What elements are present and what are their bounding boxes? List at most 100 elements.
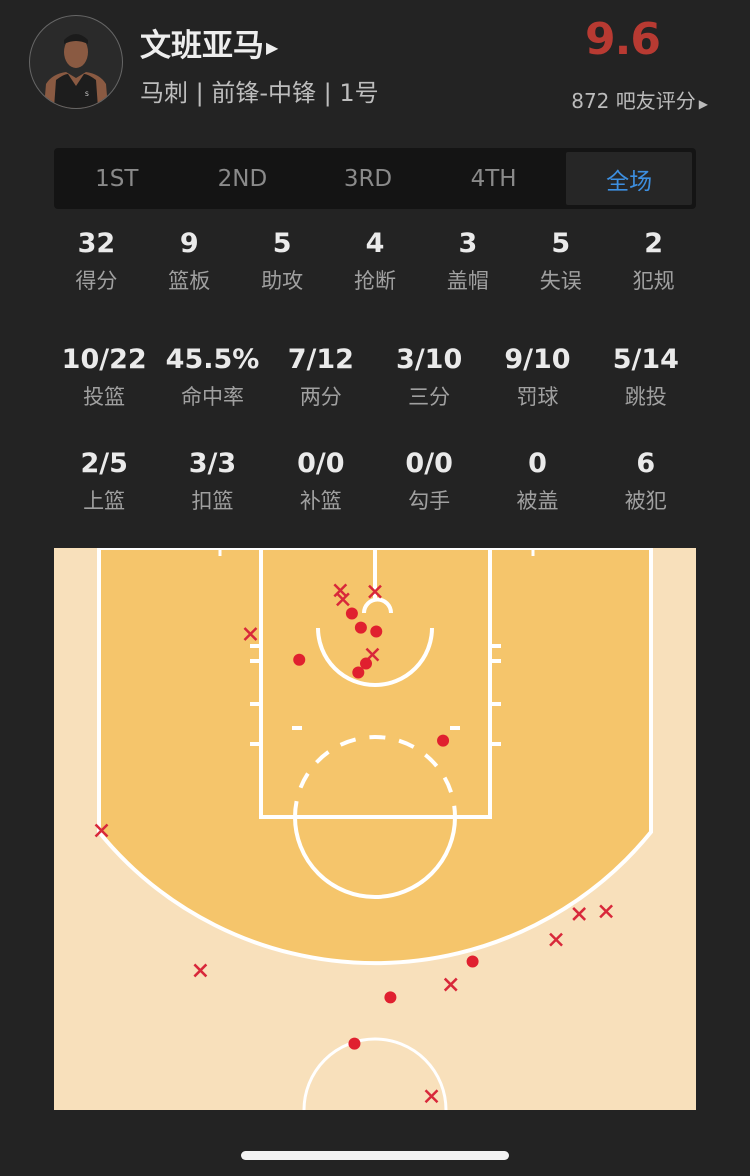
triangle-right-icon: ▶ xyxy=(698,97,708,111)
svg-text:S: S xyxy=(85,91,89,98)
missed-shot-marker xyxy=(94,823,109,838)
tab-full-game[interactable]: 全场 xyxy=(566,152,692,205)
made-shot-marker xyxy=(370,625,383,638)
missed-shot-marker xyxy=(243,627,258,641)
stat-value: 5 xyxy=(551,228,571,259)
stat-value: 5 xyxy=(272,228,292,259)
stat-cell: 3/10 三分 xyxy=(375,344,483,410)
stat-label: 失误 xyxy=(539,269,582,293)
free-throw-circle-upper xyxy=(293,735,457,818)
stat-value: 9 xyxy=(179,228,199,259)
player-headshot-icon: S xyxy=(44,34,108,108)
player-info: 马刺 | 前锋-中锋 | 1号 xyxy=(140,79,379,107)
made-shot-marker xyxy=(384,991,397,1004)
missed-shot-marker xyxy=(572,907,587,921)
stat-label: 篮板 xyxy=(168,269,211,293)
stat-label: 助攻 xyxy=(261,269,304,293)
stat-cell: 0/0 勾手 xyxy=(375,448,483,514)
stat-value: 9/10 xyxy=(504,344,571,375)
made-shot-marker xyxy=(345,607,358,620)
made-shot-marker xyxy=(348,1037,361,1050)
stats-row-shooting: 10/22 投篮 45.5% 命中率 7/12 两分 3/10 三分 9/10 罚球 5/14 跳投 xyxy=(50,344,700,410)
lane-hash-marks xyxy=(250,644,501,746)
stat-value: 0/0 xyxy=(405,448,453,479)
player-name: 文班亚马 xyxy=(140,28,264,64)
stat-value: 0/0 xyxy=(297,448,345,479)
stat-cell: 2/5 上篮 xyxy=(50,448,158,514)
stat-cell: 7/12 两分 xyxy=(267,344,375,410)
raters-count: 872 吧友评分 xyxy=(571,89,696,113)
stat-label: 投篮 xyxy=(83,385,126,409)
court-svg xyxy=(54,542,696,1111)
stat-cell: 32 得分 xyxy=(50,228,143,294)
stats-row-basic: 32 得分 9 篮板 5 助攻 4 抢断 3 盖帽 5 失误 2 犯规 xyxy=(50,228,700,294)
stat-value: 6 xyxy=(636,448,656,479)
stat-value: 4 xyxy=(365,228,385,259)
made-shot-marker xyxy=(352,666,365,679)
tab-3rd[interactable]: 3RD xyxy=(343,165,393,192)
stat-cell: 6 被犯 xyxy=(592,448,700,514)
stat-value: 5/14 xyxy=(612,344,679,375)
missed-shot-marker xyxy=(549,932,563,947)
stat-value: 2/5 xyxy=(80,448,128,479)
free-throw-circle-lower xyxy=(293,816,457,899)
stat-label: 三分 xyxy=(408,385,451,409)
stat-label: 犯规 xyxy=(632,269,675,293)
stat-label: 盖帽 xyxy=(446,269,489,293)
missed-shot-marker xyxy=(193,963,208,978)
restricted-area xyxy=(316,627,434,687)
stat-label: 命中率 xyxy=(180,385,244,409)
stat-label: 上篮 xyxy=(83,489,126,513)
stat-label: 补篮 xyxy=(299,489,342,513)
rim-arc xyxy=(362,597,393,614)
tab-1st[interactable]: 1ST xyxy=(95,165,139,192)
made-shot-marker xyxy=(466,955,479,968)
stat-value: 0 xyxy=(528,448,547,479)
player-rating: 9.6 xyxy=(585,14,661,65)
triangle-right-icon: ▶ xyxy=(266,38,279,57)
raters-link[interactable]: 872 吧友评分 ▶ xyxy=(571,85,708,114)
stat-value: 3 xyxy=(458,228,478,259)
stat-cell: 0 被盖 xyxy=(483,448,591,514)
stat-value: 2 xyxy=(644,228,663,259)
period-tabs: 1ST 2ND 3RD 4TH 全场 xyxy=(54,148,696,209)
stat-label: 跳投 xyxy=(624,385,667,409)
stat-value: 45.5% xyxy=(165,344,260,375)
home-indicator[interactable] xyxy=(241,1151,509,1160)
tab-2nd[interactable]: 2ND xyxy=(217,165,268,192)
three-point-area xyxy=(97,546,653,966)
stat-label: 扣篮 xyxy=(191,489,234,513)
made-shot-marker xyxy=(354,621,367,634)
stat-cell: 9 篮板 xyxy=(143,228,236,294)
stat-label: 被犯 xyxy=(624,489,667,513)
stat-value: 10/22 xyxy=(61,344,147,375)
made-shot-marker xyxy=(437,734,450,747)
made-shot-marker xyxy=(293,653,306,666)
center-circle xyxy=(302,1037,448,1111)
stat-value: 3/3 xyxy=(188,448,237,479)
player-avatar[interactable]: S xyxy=(29,15,123,109)
stat-value: 3/10 xyxy=(396,344,463,375)
stat-cell: 3 盖帽 xyxy=(421,228,514,294)
shots-layer xyxy=(94,583,614,1104)
missed-shot-marker xyxy=(336,592,350,607)
stat-cell: 5 失误 xyxy=(514,228,607,294)
missed-shot-marker xyxy=(368,584,382,599)
stat-cell: 45.5% 命中率 xyxy=(158,344,266,410)
stat-label: 得分 xyxy=(75,269,118,293)
stat-label: 罚球 xyxy=(516,385,559,409)
stat-cell: 9/10 罚球 xyxy=(483,344,591,410)
stat-cell: 3/3 扣篮 xyxy=(158,448,266,514)
stat-cell: 4 抢断 xyxy=(329,228,422,294)
stat-label: 被盖 xyxy=(516,489,559,513)
shot-chart xyxy=(54,542,696,1111)
stat-cell: 2 犯规 xyxy=(607,228,700,294)
player-name-link[interactable]: 文班亚马 ▶ xyxy=(140,20,278,65)
stat-label: 抢断 xyxy=(354,269,396,293)
stat-cell: 5 助攻 xyxy=(236,228,329,294)
missed-shot-marker xyxy=(424,1089,439,1104)
made-shot-marker xyxy=(360,657,373,670)
stat-cell: 10/22 投篮 xyxy=(50,344,158,410)
tab-4th[interactable]: 4TH xyxy=(470,165,517,192)
stat-value: 32 xyxy=(77,228,116,259)
